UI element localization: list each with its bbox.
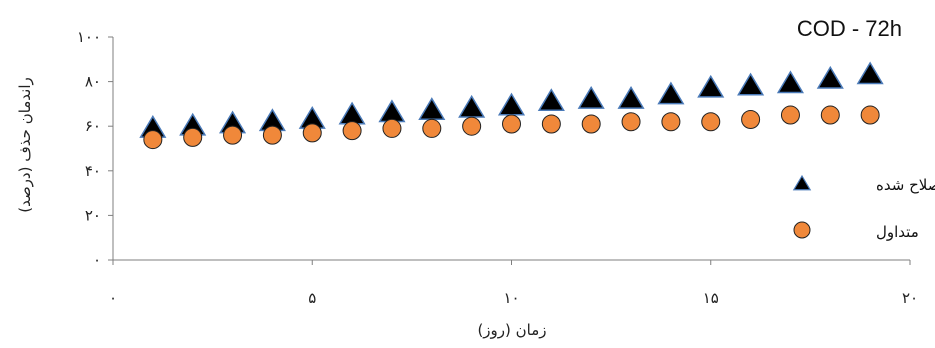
x-tick-label: ۰ [109,289,117,307]
data-point-triangle [617,85,645,109]
data-point-circle [541,114,561,134]
legend-label: اصلاح شده [876,176,935,194]
data-point-triangle [577,85,605,109]
data-point-triangle [657,81,685,105]
data-point-circle [581,114,601,134]
data-point-circle [342,121,362,141]
data-point-circle [223,125,243,145]
legend-label: متداول [876,223,919,241]
y-tick-label: ۸۰ [85,73,101,91]
axes: ۰ ۲۰ ۴۰ ۶۰ ۸۰ ۱۰۰ ۰ ۵ ۱۰ ۱۵ ۲۰ [77,28,918,307]
data-point-circle [621,112,641,132]
x-tick-label: ۵ [308,289,316,307]
data-point-circle [701,112,721,132]
chart-title: COD - 72h [797,16,902,41]
data-point-circle [262,125,282,145]
data-point-triangle [338,101,366,125]
data-point-circle [382,118,402,138]
data-point-triangle [856,61,884,85]
legend: اصلاح شده متداول [792,174,935,241]
data-point-triangle [378,99,406,123]
data-point-triangle [697,74,725,98]
data-point-circle [780,105,800,125]
data-point-triangle [737,72,765,96]
data-point-circle [820,105,840,125]
x-tick-label: ۱۵ [703,289,719,307]
x-tick-label: ۲۰ [902,289,918,307]
data-point-circle [502,114,521,134]
legend-marker-circle [793,221,811,239]
x-axis-title: زمان (روز) [477,321,546,339]
y-axis-title: راندمان حذف (درصد) [16,77,34,213]
data-point-triangle [418,97,446,120]
y-tick-label: ۱۰۰ [77,28,101,46]
data-point-circle [860,105,880,125]
y-tick-label: ۰ [93,251,101,269]
data-point-circle [741,110,761,130]
data-point-circle [661,112,681,132]
y-tick-label: ۶۰ [85,117,101,135]
legend-marker-triangle [792,174,812,191]
x-tick-label: ۱۰ [503,289,519,307]
data-point-triangle [816,65,844,89]
data-point-circle [422,118,442,138]
data-point-triangle [537,88,565,112]
data-point-triangle [497,92,526,116]
data-point-circle [183,127,203,147]
data-point-triangle [776,70,805,94]
data-point-circle [302,123,322,143]
y-tick-label: ۲۰ [85,206,101,224]
data-point-triangle [458,94,486,118]
data-marks [139,61,884,150]
data-point-circle [462,116,482,136]
y-tick-label: ۴۰ [85,162,101,180]
data-point-circle [143,130,163,150]
